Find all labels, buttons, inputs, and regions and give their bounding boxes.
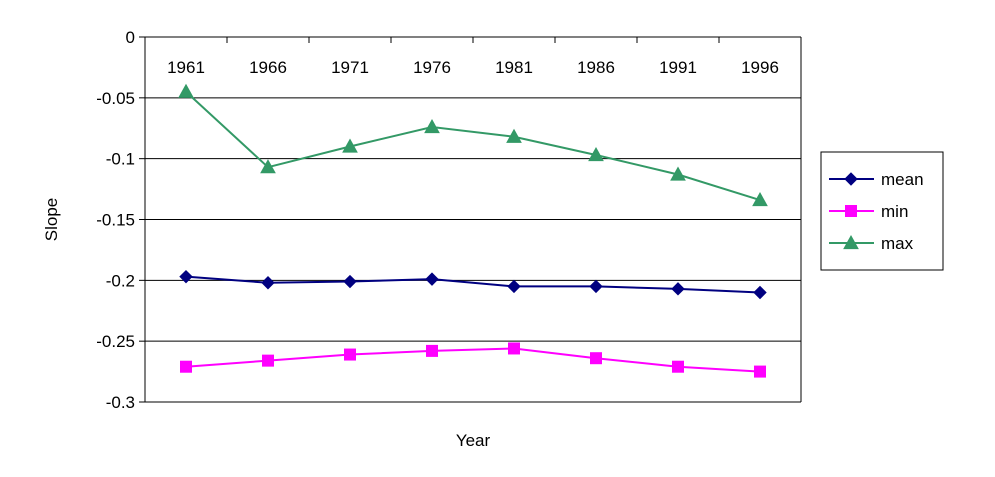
data-point — [179, 269, 193, 284]
data-point — [752, 192, 768, 207]
legend-item-max: max — [829, 234, 914, 253]
legend-label: min — [881, 202, 908, 221]
y-tick-label: -0.3 — [106, 393, 135, 412]
y-tick-label: -0.15 — [96, 211, 135, 230]
data-point — [342, 138, 358, 153]
y-axis-title: Slope — [42, 198, 61, 241]
x-tick-label: 1961 — [167, 58, 205, 77]
data-point — [844, 172, 858, 186]
data-point — [178, 83, 194, 98]
data-point — [260, 159, 276, 174]
data-point — [754, 365, 766, 378]
legend-label: max — [881, 234, 914, 253]
x-tick-label: 1991 — [659, 58, 697, 77]
data-point — [343, 274, 357, 289]
series-line — [185, 91, 761, 201]
data-point — [672, 360, 684, 373]
data-point — [508, 342, 520, 355]
data-point — [753, 285, 767, 300]
data-point — [344, 348, 356, 361]
x-tick-label: 1976 — [413, 58, 451, 77]
axes — [139, 36, 802, 403]
x-tick-label: 1971 — [331, 58, 369, 77]
series-lines — [178, 83, 768, 378]
x-tick-label: 1966 — [249, 58, 287, 77]
data-point — [180, 360, 192, 373]
x-axis-title: Year — [456, 431, 491, 450]
legend-label: mean — [881, 170, 924, 189]
series-line — [185, 275, 761, 294]
y-tick-label: -0.1 — [106, 150, 135, 169]
x-tick-label: 1986 — [577, 58, 615, 77]
x-tick-label: 1981 — [495, 58, 533, 77]
x-axis-tick-labels: 1961 1966 1971 1976 1981 1986 1991 1996 — [167, 58, 779, 77]
y-axis-tick-labels: 0 -0.05 -0.1 -0.15 -0.2 -0.25 -0.3 — [96, 28, 135, 412]
data-point — [845, 205, 857, 217]
data-point — [506, 128, 522, 143]
series-min — [180, 342, 766, 378]
data-point — [425, 272, 439, 286]
data-point — [671, 282, 685, 296]
data-point — [670, 166, 686, 181]
legend-item-min: min — [829, 202, 908, 221]
data-point — [426, 344, 438, 357]
legend-item-mean: mean — [829, 170, 924, 189]
series-mean — [179, 269, 767, 300]
x-tick-label: 1996 — [741, 58, 779, 77]
y-tick-label: -0.2 — [106, 271, 135, 290]
y-tick-label: -0.05 — [96, 89, 135, 108]
data-point — [843, 234, 859, 250]
series-line — [185, 347, 761, 373]
y-tick-label: 0 — [126, 28, 135, 47]
data-point — [589, 279, 603, 294]
data-point — [424, 119, 440, 134]
data-point — [588, 146, 604, 162]
data-point — [507, 279, 521, 294]
y-tick-label: -0.25 — [96, 332, 135, 351]
series-max — [178, 83, 768, 207]
data-point — [590, 352, 602, 365]
legend: mean min max — [820, 151, 944, 271]
data-point — [262, 354, 274, 367]
data-point — [261, 276, 275, 290]
